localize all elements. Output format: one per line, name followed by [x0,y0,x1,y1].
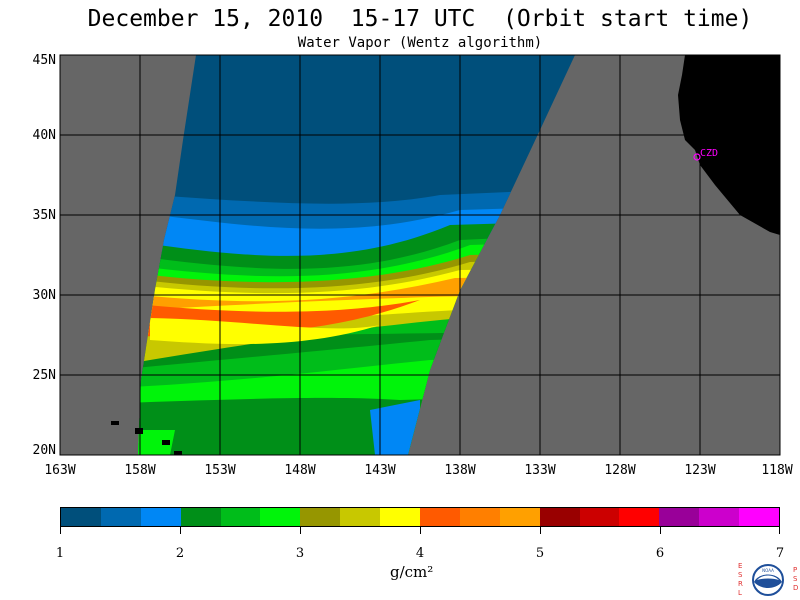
colorbar-tickmark [660,527,661,534]
colorbar-units: g/cm² [390,563,434,581]
colorbar-segment [659,508,700,526]
lon-label: 158W [124,463,156,478]
lon-label: 148W [284,463,316,478]
colorbar-tick-label: 7 [775,546,785,561]
colorbar-segment [340,508,381,526]
chart-subtitle: Water Vapor (Wentz algorithm) [297,35,543,51]
colorbar-segment [140,508,181,526]
lon-label: 138W [444,463,476,478]
island [162,440,170,445]
map-frame [59,54,781,456]
lon-label: 153W [204,463,236,478]
colorbar-tick-label: 2 [175,546,185,561]
svg-text:S: S [793,575,798,583]
station-label: CZD [700,148,718,159]
svg-text:P: P [793,566,797,574]
colorbar-tick-label: 1 [55,546,65,561]
colorbar-tick-label: 4 [415,546,425,561]
svg-text:D: D [793,584,798,592]
colorbar-tickmark [300,527,301,534]
logo-center-text: NOAA [762,568,774,573]
lon-label: 143W [364,463,396,478]
colorbar-segment [260,508,301,526]
colorbar-segment [499,508,540,526]
colorbar-segment [619,508,660,526]
island [135,428,143,434]
colorbar-segment [420,508,460,526]
colorbar-tickmark [420,527,421,534]
colorbar-segment [459,508,500,526]
lon-label: 118W [761,463,793,478]
svg-text:R: R [738,580,743,588]
island [174,451,182,455]
colorbar-tickmark [60,527,61,534]
colorbar-segment [699,508,740,526]
colorbar-segment [220,508,261,526]
lat-label: 45N [32,53,56,68]
colorbar-segment [300,508,341,526]
lon-label: 128W [604,463,636,478]
colorbar-tick-label: 6 [655,546,665,561]
chart-title: December 15, 2010 15-17 UTC (Orbit start… [87,6,753,32]
colorbar-tick-label: 5 [535,546,545,561]
lat-label: 35N [32,208,56,223]
colorbar-segment [579,508,620,526]
colorbar-tickmark [779,527,780,534]
svg-text:E: E [738,562,742,570]
graticule [60,55,780,455]
lon-label: 123W [684,463,716,478]
colorbar-segment [539,508,580,526]
lat-label: 30N [32,288,56,303]
colorbar-segment [380,508,421,526]
colorbar-tickmark [180,527,181,534]
lat-label: 40N [32,128,56,143]
island [111,421,119,425]
lon-label: 133W [524,463,556,478]
lat-label: 20N [32,443,56,458]
colorbar-tickmark [540,527,541,534]
colorbar-segment [180,508,221,526]
colorbar-segment [100,508,141,526]
colorbar-segment [739,508,780,526]
satellite-swath [138,55,575,455]
land-mass [678,55,780,235]
colorbar-segment [61,508,101,526]
lat-label: 25N [32,368,56,383]
svg-text:L: L [738,589,742,597]
colorbar [60,507,780,527]
station-marker [693,153,701,161]
svg-text:S: S [738,571,743,579]
lon-label: 163W [44,463,76,478]
colorbar-tick-label: 3 [295,546,305,561]
